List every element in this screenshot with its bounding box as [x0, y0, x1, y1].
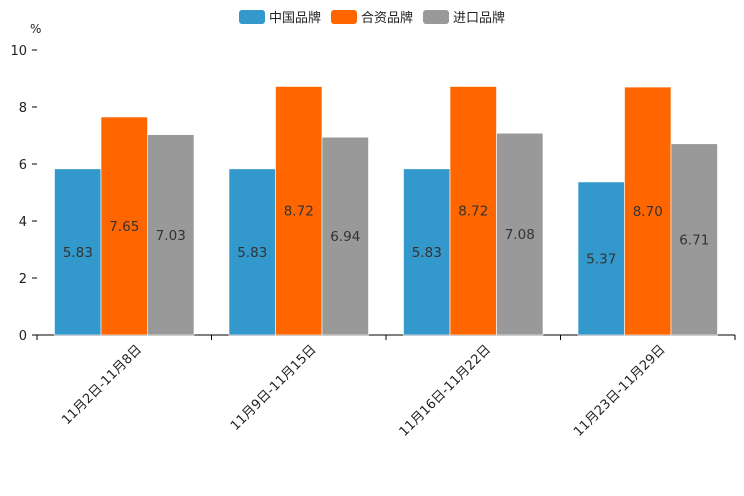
bar-data-label: 7.03 [156, 228, 186, 244]
legend-item-imported-brand[interactable]: 进口品牌 [423, 7, 505, 26]
y-axis-unit-label: % [30, 22, 42, 36]
y-tick-label: 2 [19, 272, 27, 287]
legend-item-joint-venture-brand[interactable]: 合资品牌 [330, 7, 413, 26]
bar-data-label: 5.83 [412, 245, 442, 261]
bar [449, 86, 497, 336]
legend-item-china-brand[interactable]: 中国品牌 [238, 7, 321, 26]
legend-swatch-imported-brand [423, 9, 449, 24]
y-tick-label: 4 [19, 215, 27, 230]
legend-label-imported-brand: 进口品牌 [453, 11, 506, 26]
bar-data-label: 7.08 [505, 227, 535, 243]
bar [147, 134, 195, 336]
bar-data-label: 6.94 [330, 229, 360, 245]
y-tick-label: 10 [10, 44, 27, 59]
bar-data-label: 5.83 [237, 245, 267, 261]
bar [321, 136, 369, 336]
bar-data-label: 5.83 [63, 245, 93, 261]
legend: 中国品牌 合资品牌 进口品牌 [0, 7, 744, 26]
bar [670, 143, 718, 336]
bar-data-label: 7.65 [109, 219, 139, 235]
legend-swatch-joint-venture-brand [330, 9, 357, 24]
x-tick-label: 11月16日-11月22日 [397, 342, 494, 439]
bar [577, 181, 625, 336]
bar-data-label: 6.71 [679, 232, 709, 248]
bar [228, 168, 276, 336]
bar [275, 86, 323, 336]
bar [403, 168, 451, 336]
bar [496, 132, 544, 336]
bar-data-label: 5.37 [586, 251, 616, 267]
x-tick-label: 11月23日-11月29日 [571, 342, 668, 439]
y-tick-label: 8 [19, 101, 27, 116]
x-tick-label: 11月9日-11月15日 [228, 342, 320, 434]
x-tick-label: 11月2日-11月8日 [59, 342, 145, 428]
y-tick-label: 0 [19, 329, 27, 344]
bar [100, 116, 148, 336]
bar [624, 86, 672, 336]
bar-data-label: 8.72 [284, 204, 314, 220]
bar-data-label: 8.72 [458, 204, 488, 220]
bar-data-label: 8.70 [633, 204, 663, 220]
legend-label-joint-venture-brand: 合资品牌 [360, 11, 413, 26]
legend-label-china-brand: 中国品牌 [268, 11, 321, 26]
bar [54, 168, 102, 336]
legend-swatch-china-brand [238, 9, 265, 24]
y-tick-label: 6 [19, 158, 27, 173]
